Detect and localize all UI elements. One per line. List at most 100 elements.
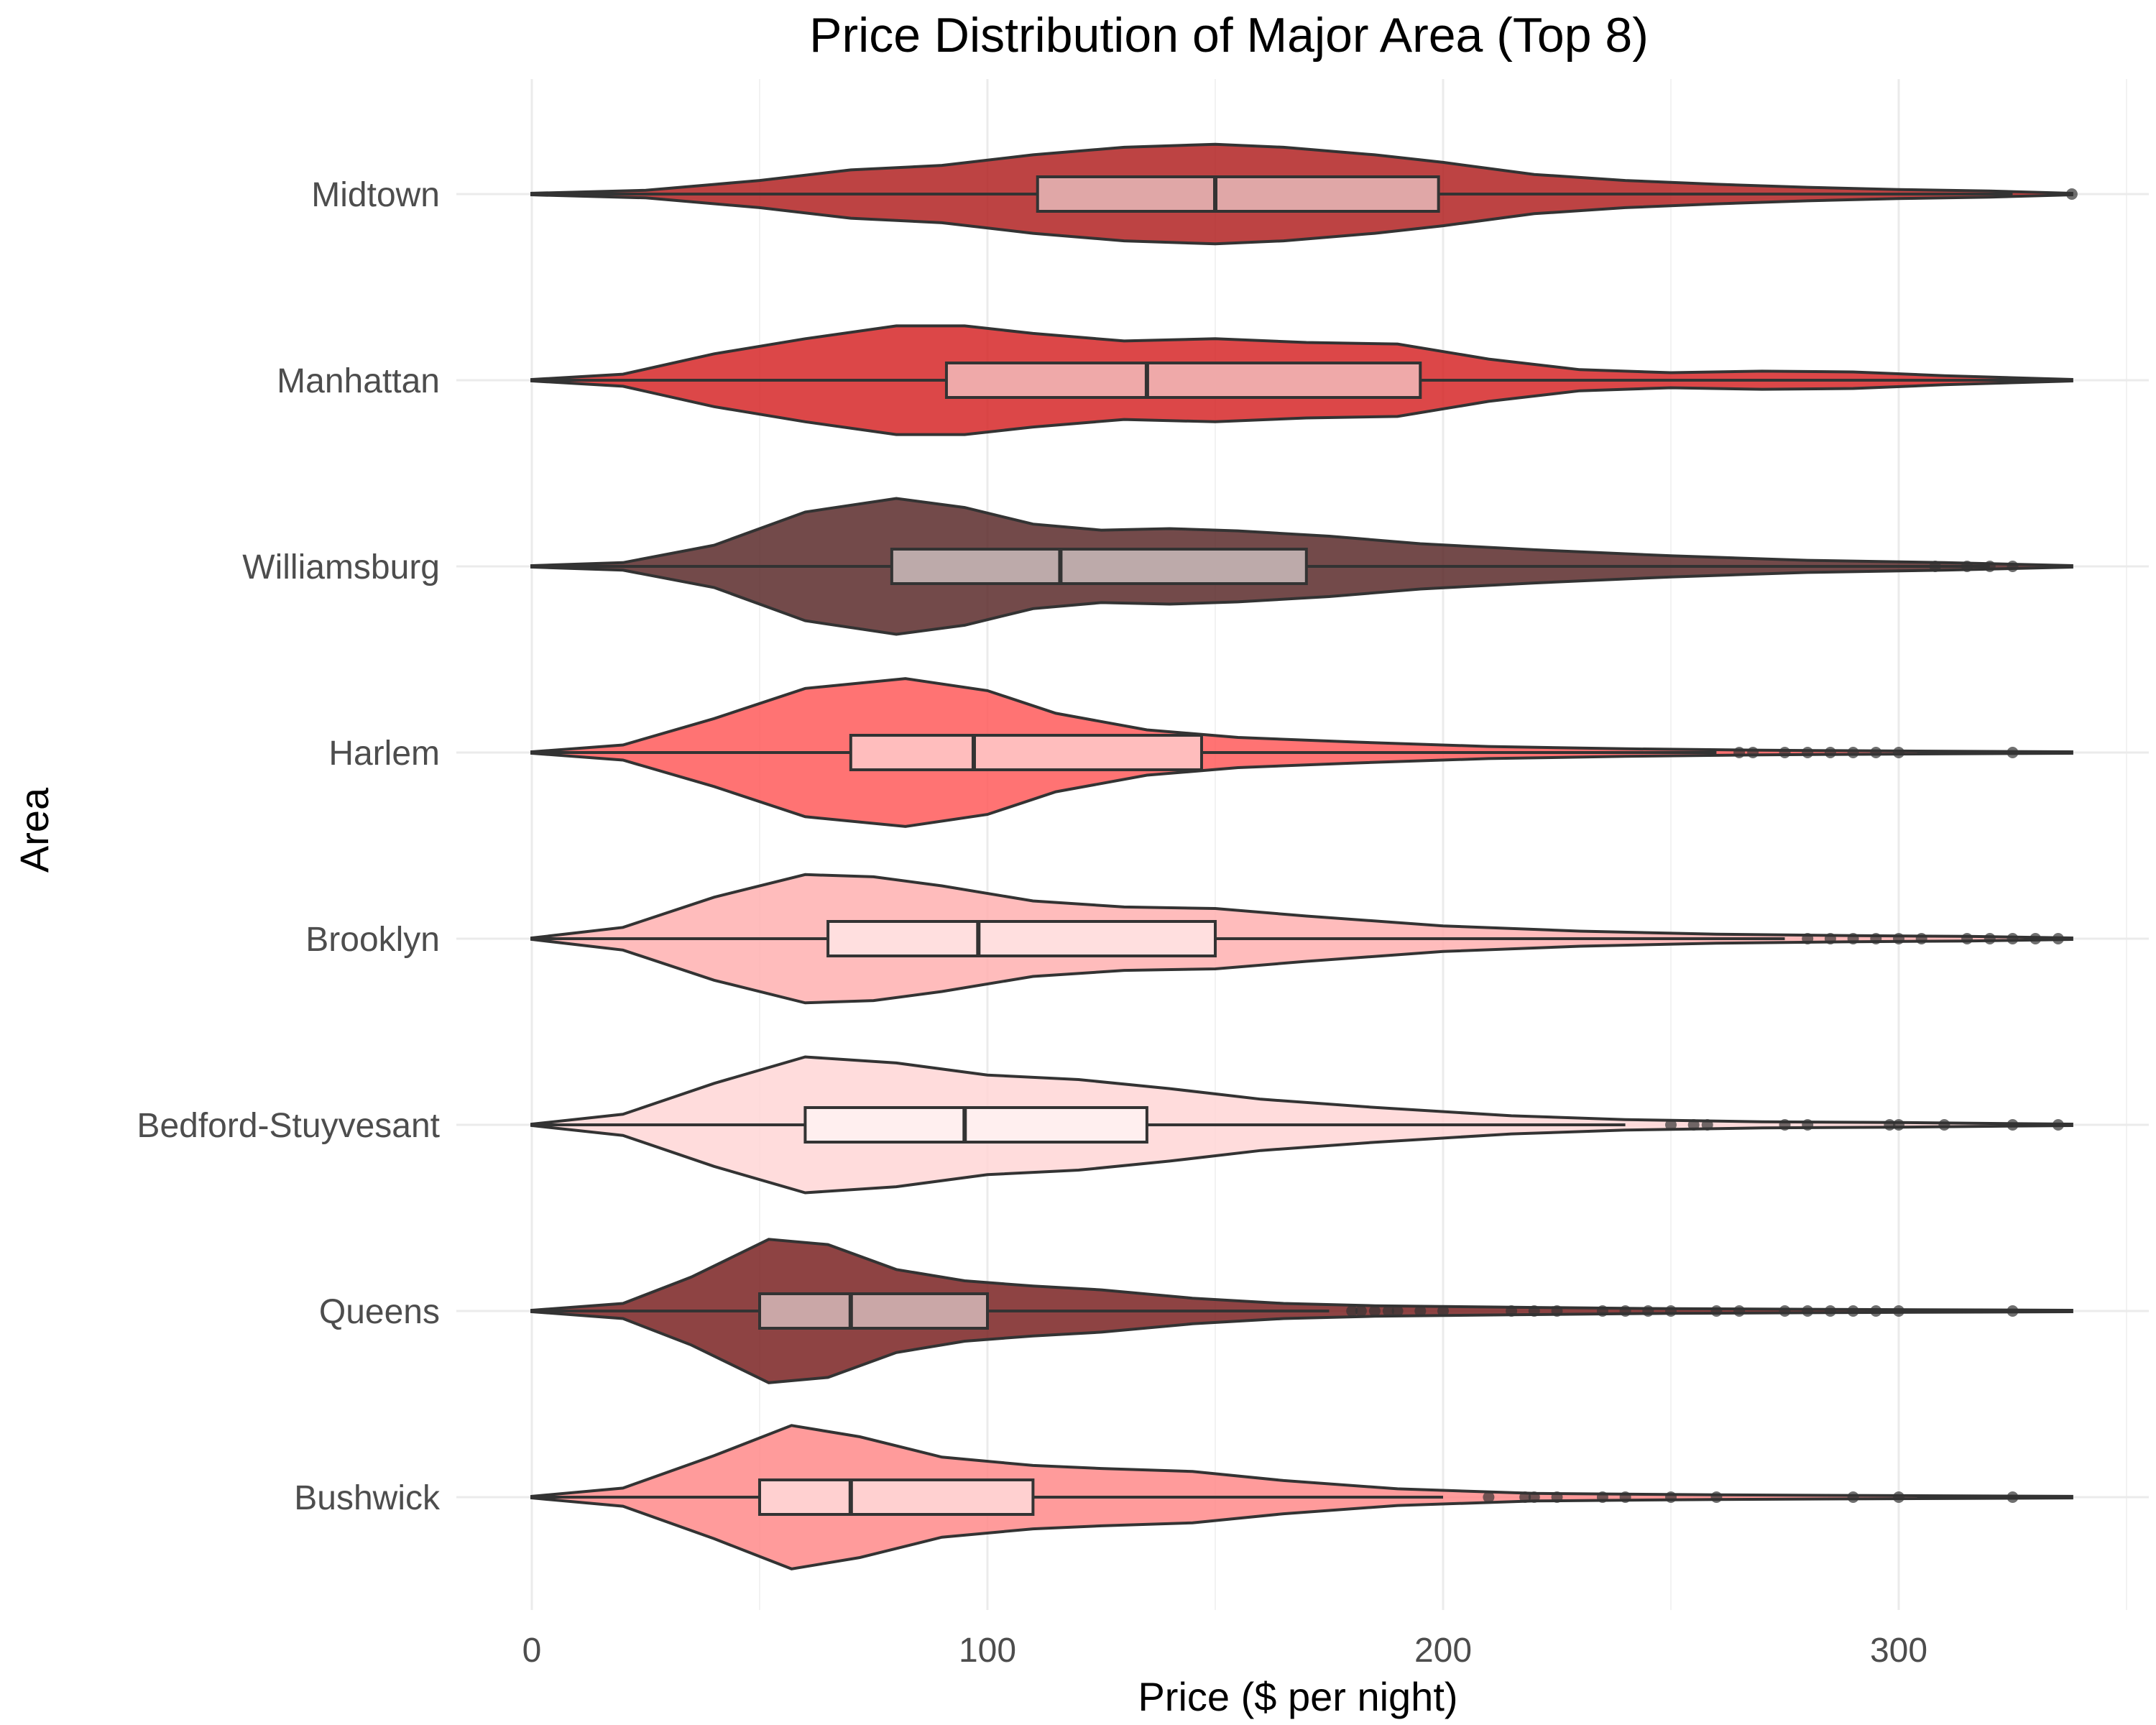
outlier-point xyxy=(1884,1119,1896,1131)
outlier-point xyxy=(2007,1305,2019,1317)
outlier-point xyxy=(1437,1305,1449,1317)
outlier-point xyxy=(1368,1305,1381,1317)
box-iqr xyxy=(758,1478,1035,1516)
box-iqr xyxy=(890,548,1308,585)
outlier-point xyxy=(1382,1305,1394,1317)
violin-group xyxy=(530,873,2073,1005)
outlier-point xyxy=(1870,1305,1882,1317)
outlier-point xyxy=(1802,747,1814,758)
x-tick-label: 100 xyxy=(959,1632,1016,1670)
violin-group xyxy=(530,497,2073,636)
x-tick-label: 200 xyxy=(1414,1632,1472,1670)
violin-group xyxy=(530,1424,2073,1570)
outlier-point xyxy=(1847,747,1859,758)
violin-group xyxy=(530,324,2073,436)
box-iqr xyxy=(803,1106,1148,1144)
outlier-point xyxy=(2030,933,2042,944)
outlier-point xyxy=(1893,1305,1904,1317)
outlier-point xyxy=(1915,933,1927,944)
outlier-point xyxy=(1619,1305,1631,1317)
outlier-point xyxy=(1893,1119,1904,1131)
outlier-point xyxy=(1779,747,1791,758)
outlier-point xyxy=(1665,1491,1677,1503)
outlier-point xyxy=(1506,1305,1518,1317)
outlier-point xyxy=(2007,1119,2019,1131)
grid-layer xyxy=(456,79,2149,1610)
outlier-point xyxy=(1984,561,1996,572)
outlier-point xyxy=(1528,1305,1540,1317)
x-tick-label: 300 xyxy=(1870,1632,1927,1670)
outlier-point xyxy=(1893,933,1904,944)
outlier-point xyxy=(1528,1491,1540,1503)
outlier-point xyxy=(1847,1305,1859,1317)
outlier-point xyxy=(1710,1305,1723,1317)
outlier-point xyxy=(1870,933,1882,944)
y-tick-label: Midtown xyxy=(311,176,440,214)
violin-group xyxy=(530,142,2078,246)
outlier-point xyxy=(1802,1119,1814,1131)
outlier-point xyxy=(2007,1491,2019,1503)
x-tick-label: 0 xyxy=(522,1632,542,1670)
box-iqr xyxy=(826,920,1217,957)
outlier-point xyxy=(1779,1119,1791,1131)
outlier-point xyxy=(1984,933,1996,944)
outlier-point xyxy=(1619,1491,1631,1503)
outlier-point xyxy=(1701,1119,1713,1131)
outlier-point xyxy=(1802,933,1814,944)
outlier-point xyxy=(1355,1305,1367,1317)
y-tick-label: Brooklyn xyxy=(305,921,440,959)
outlier-point xyxy=(1747,747,1759,758)
outlier-point xyxy=(2007,933,2019,944)
outlier-point xyxy=(2007,561,2019,572)
y-tick-label: Harlem xyxy=(328,735,440,773)
box-iqr xyxy=(944,362,1422,399)
outlier-point xyxy=(1687,1119,1700,1131)
x-axis-title: Price ($ per night) xyxy=(1138,1674,1457,1719)
y-tick-label: Manhattan xyxy=(277,362,440,400)
outlier-point xyxy=(2052,1119,2064,1131)
outlier-point xyxy=(1665,1305,1677,1317)
outlier-point xyxy=(1870,747,1882,758)
outlier-point xyxy=(1938,1119,1950,1131)
outlier-point xyxy=(1893,1491,1904,1503)
outlier-point xyxy=(1596,1305,1608,1317)
outlier-point xyxy=(1733,747,1746,758)
outlier-point xyxy=(1551,1305,1563,1317)
outlier-point xyxy=(1824,747,1836,758)
y-tick-label: Bedford-Stuyvesant xyxy=(137,1107,440,1145)
y-tick-label: Queens xyxy=(319,1293,440,1331)
outlier-point xyxy=(1710,1491,1723,1503)
violin-group xyxy=(530,1055,2073,1195)
outlier-point xyxy=(1391,1305,1404,1317)
outlier-point xyxy=(1596,1491,1608,1503)
outlier-point xyxy=(1847,933,1859,944)
outlier-point xyxy=(1961,933,1973,944)
outlier-point xyxy=(1414,1305,1427,1317)
outlier-point xyxy=(1551,1491,1563,1503)
y-axis-title: Area xyxy=(11,787,57,873)
violin-layer xyxy=(530,142,2078,1570)
outlier-point xyxy=(1346,1305,1358,1317)
outlier-point xyxy=(2007,747,2019,758)
y-tick-labels: Midtown Manhattan Williamsburg Harlem Brookl… xyxy=(137,176,441,1517)
outlier-point xyxy=(2065,188,2078,200)
outlier-point xyxy=(1519,1491,1531,1503)
box-iqr xyxy=(1036,175,1440,213)
outlier-point xyxy=(2052,933,2064,944)
outlier-point xyxy=(1824,933,1836,944)
outlier-point xyxy=(1802,1305,1814,1317)
outlier-point xyxy=(1847,1491,1859,1503)
outlier-point xyxy=(1961,561,1973,572)
outlier-point xyxy=(1642,1305,1654,1317)
outlier-point xyxy=(1665,1119,1677,1131)
outlier-point xyxy=(1824,1305,1836,1317)
violin-group xyxy=(530,677,2073,828)
box-iqr xyxy=(849,734,1203,771)
y-tick-label: Williamsburg xyxy=(242,548,440,586)
outlier-point xyxy=(1483,1491,1495,1503)
box-iqr xyxy=(758,1292,989,1330)
outlier-point xyxy=(1779,1305,1791,1317)
y-tick-label: Bushwick xyxy=(294,1479,441,1517)
chart-title: Price Distribution of Major Area (Top 8) xyxy=(809,8,1649,63)
